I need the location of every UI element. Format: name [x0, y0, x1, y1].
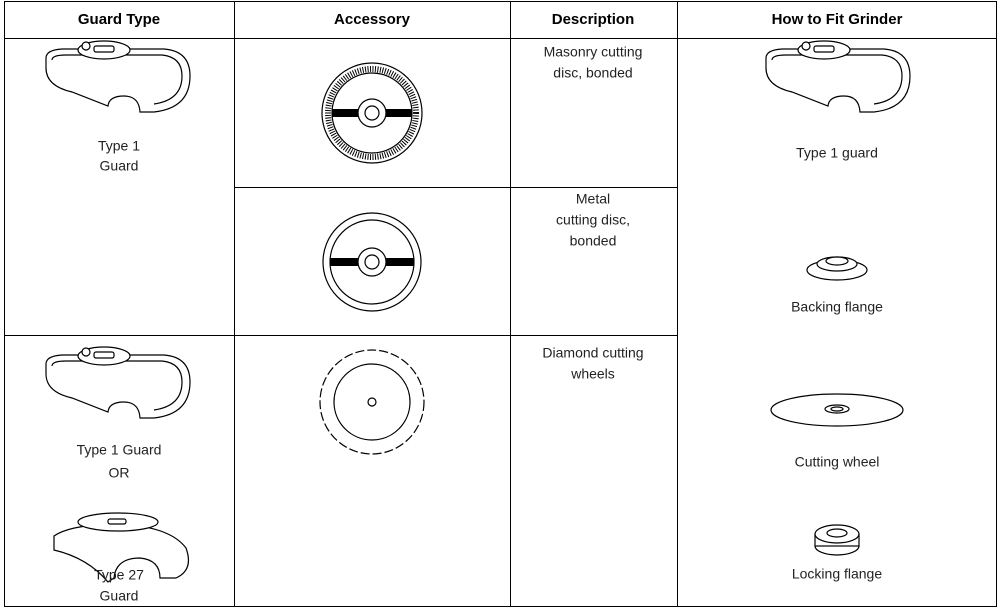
guard-label: Guard: [100, 158, 139, 174]
guard-label: Guard: [100, 588, 139, 604]
column-header: Accessory: [334, 11, 411, 28]
masonry-disc: [321, 62, 423, 164]
cutting-wheel: [770, 393, 904, 427]
description: disc, bonded: [553, 65, 632, 81]
column-header: Description: [552, 11, 635, 28]
description: cutting disc,: [556, 212, 630, 228]
description: bonded: [570, 233, 617, 249]
fit-step-label: Type 1 guard: [796, 145, 878, 161]
column-header: Guard Type: [78, 11, 160, 28]
guard-label: OR: [109, 465, 130, 481]
guard-label: Type 1 Guard: [77, 442, 162, 458]
description: Metal: [576, 191, 610, 207]
texts: Guard Type Accessory Description How to Fit…: [77, 11, 903, 604]
locking-flange: [814, 524, 860, 556]
guard-label: Type 1: [98, 138, 140, 154]
illustrations: [45, 40, 911, 583]
type1-guard-image: [45, 40, 191, 113]
description: Masonry cutting: [544, 44, 643, 60]
type1-guard-image: [765, 40, 911, 113]
column-header: How to Fit Grinder: [772, 11, 903, 28]
description: wheels: [570, 366, 615, 382]
fit-step-label: Backing flange: [791, 299, 883, 315]
description: Diamond cutting: [542, 345, 643, 361]
type1-guard-image: [45, 346, 191, 419]
table-grid: [4, 1, 997, 607]
diamond-wheel: [319, 349, 425, 455]
guard-label: Type 27: [94, 567, 144, 583]
fit-step-label: Locking flange: [792, 566, 883, 582]
metal-disc: [322, 212, 422, 312]
fit-step-label: Cutting wheel: [795, 454, 880, 470]
backing-flange: [806, 256, 868, 281]
